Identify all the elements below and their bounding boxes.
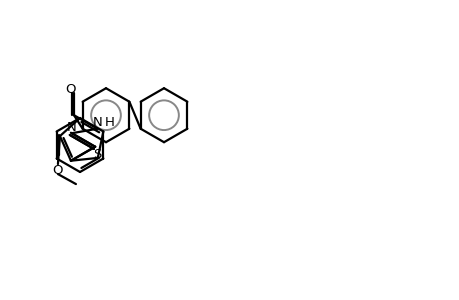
- Text: H: H: [104, 116, 114, 129]
- Text: O: O: [53, 164, 63, 177]
- Text: N: N: [67, 121, 77, 134]
- Text: N: N: [92, 116, 102, 129]
- Text: O: O: [65, 83, 75, 96]
- Text: S: S: [93, 148, 102, 161]
